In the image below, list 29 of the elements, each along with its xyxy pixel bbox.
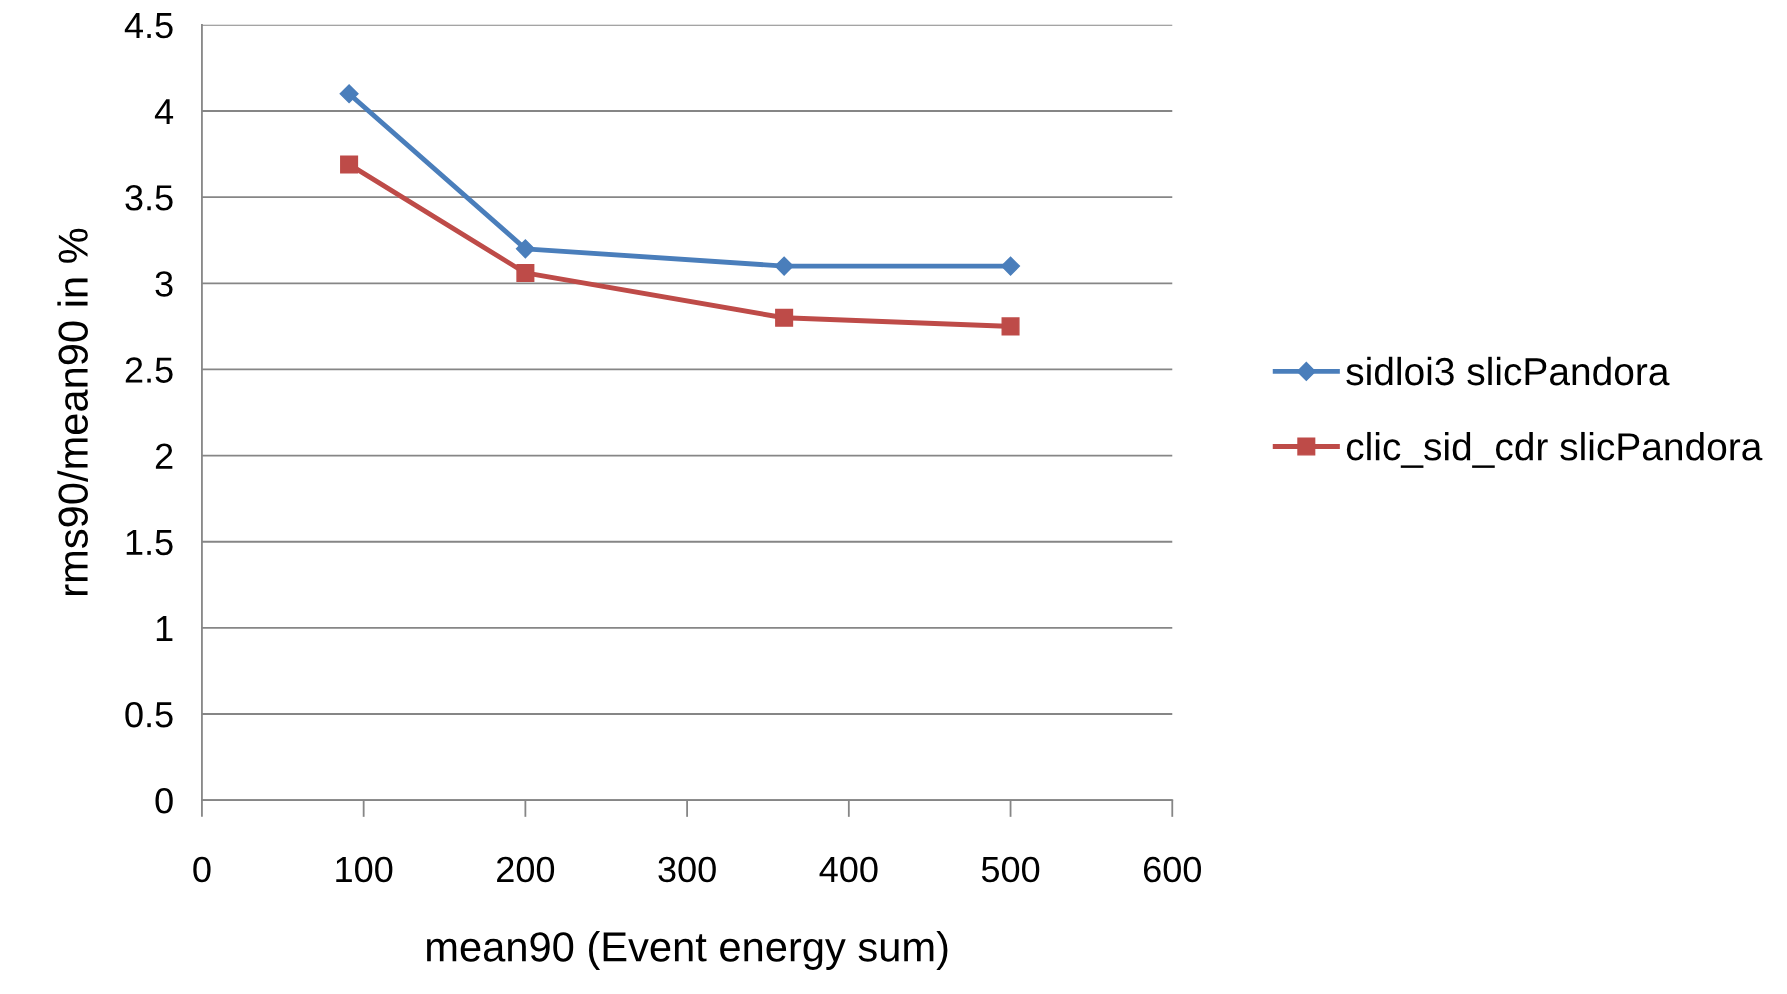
y-tick-label: 1.5 bbox=[126, 529, 173, 556]
y-axis-title: rms90/mean90 in % bbox=[57, 228, 88, 595]
point bbox=[1001, 317, 1020, 336]
x-tick-label: 600 bbox=[1143, 856, 1201, 883]
y-tick-label: 4.5 bbox=[124, 13, 173, 39]
y-tick-label: 3 bbox=[155, 271, 173, 297]
y-tick-label: 3.5 bbox=[125, 185, 173, 211]
x-tick-label: 400 bbox=[819, 856, 878, 883]
point bbox=[775, 308, 794, 327]
y-tick-label: 0 bbox=[155, 788, 173, 814]
x-axis-title: mean90 (Event energy sum) bbox=[427, 931, 948, 970]
legend-label: clic_sid_cdr slicPandora bbox=[1346, 431, 1763, 468]
y-tick-label: 0.5 bbox=[125, 701, 173, 728]
point bbox=[774, 256, 794, 276]
point bbox=[516, 263, 535, 282]
y-tick-label: 4 bbox=[154, 99, 174, 125]
point bbox=[339, 84, 359, 104]
x-tick-label: 100 bbox=[336, 856, 393, 883]
point bbox=[515, 239, 535, 259]
y-tick-label: 1 bbox=[156, 616, 173, 641]
x-tick-label: 500 bbox=[981, 856, 1040, 883]
point bbox=[340, 155, 359, 174]
x-tick-label: 0 bbox=[193, 856, 211, 883]
point bbox=[1001, 256, 1021, 276]
x-tick-label: 300 bbox=[658, 856, 716, 883]
legend-label: sidloi3 slicPandora bbox=[1346, 356, 1670, 386]
y-tick-label: 2 bbox=[155, 443, 173, 469]
y-tick-label: 2.5 bbox=[125, 357, 173, 383]
x-tick-label: 200 bbox=[497, 856, 555, 883]
